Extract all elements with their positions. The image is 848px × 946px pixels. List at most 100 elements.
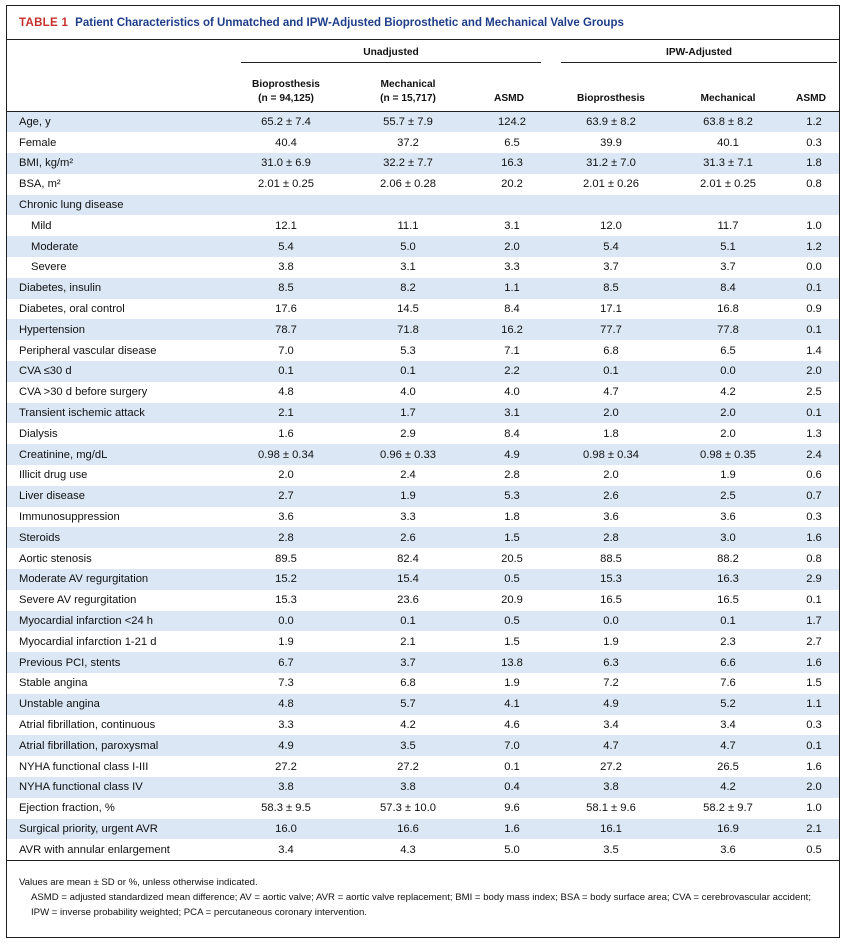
ipw-bio-value: 2.01 ± 0.26 xyxy=(583,178,639,191)
ipw-bio-value: 4.7 xyxy=(603,739,619,752)
unadj-bio-value: 3.4 xyxy=(225,839,347,861)
table-row: Moderate 5.4 5.0 2.0 5.4 5.1 1.2 xyxy=(7,236,839,258)
row-label: BSA, m² xyxy=(19,178,61,191)
col-header-ipw-asmd: ASMD xyxy=(783,66,839,112)
table-row: Stable angina 7.3 6.8 1.9 7.2 7.6 1.5 xyxy=(7,673,839,694)
row-label: Creatinine, mg/dL xyxy=(19,448,108,461)
unadj-bio-value: 78.7 xyxy=(275,323,297,336)
table-row: AVR with annular enlargement 3.4 4.3 5.0 3.5… xyxy=(7,839,839,861)
row-label: Moderate AV regurgitation xyxy=(19,573,149,586)
table-figure: TABLE 1 Patient Characteristics of Unmat… xyxy=(6,5,840,938)
ipw-bio-value: 16.5 xyxy=(600,594,622,607)
row-label: Illicit drug use xyxy=(19,469,88,482)
table-row: Mild 12.1 11.1 3.1 12.0 11.7 1.0 xyxy=(7,215,839,236)
unadj-asmd-value: 3.3 xyxy=(504,261,520,274)
unadj-mech-value: 4.2 xyxy=(400,719,416,731)
table-row: Ejection fraction, % 58.3 ± 9.5 57.3 ± 10.… xyxy=(7,798,839,819)
unadj-bio-value: 1.6 xyxy=(278,427,294,440)
unadj-mech-value: 32.2 ± 7.7 xyxy=(383,157,433,170)
ipw-asmd-value: 0.0 xyxy=(806,261,822,274)
ipw-bio-value: 88.5 xyxy=(600,552,622,565)
ipw-mech-value: 3.0 xyxy=(720,531,736,544)
unadj-bio-value: 58.3 ± 9.5 xyxy=(261,802,311,815)
unadj-bio-value: 7.0 xyxy=(278,344,294,357)
unadj-asmd-value: 8.4 xyxy=(504,303,520,316)
column-header-row: Bioprosthesis (n = 94,125) Mechanical (n… xyxy=(7,66,839,112)
ipw-mech-value: 2.0 xyxy=(720,407,736,420)
ipw-bio-value: 0.98 ± 0.34 xyxy=(583,448,639,461)
ipw-mech-value: 0.1 xyxy=(720,615,736,628)
table-row: Transient ischemic attack 2.1 1.7 3.1 2.0 2.0… xyxy=(7,402,839,424)
ipw-bio-value: 2.8 xyxy=(603,531,619,544)
unadj-mech-value: 3.1 xyxy=(400,261,416,274)
unadj-bio-value: 40.4 xyxy=(275,136,297,149)
ipw-mech-value: 2.01 ± 0.25 xyxy=(700,178,756,191)
unadj-asmd-value: 4.6 xyxy=(504,719,520,731)
unadj-bio-value: 15.3 xyxy=(275,594,297,607)
unadj-mech-value: 2.4 xyxy=(400,469,416,482)
unadj-mech-value: 5.3 xyxy=(400,344,416,357)
ipw-mech-value: 16.3 xyxy=(717,573,739,586)
unadj-asmd-value: 20.5 xyxy=(501,552,523,565)
ipw-asmd-value: 0.6 xyxy=(806,469,822,482)
row-label: Severe AV regurgitation xyxy=(19,594,137,607)
row-label: Age, y xyxy=(19,116,51,129)
ipw-asmd-value: 1.0 xyxy=(806,802,822,815)
unadj-bio-value: 3.3 xyxy=(278,719,294,731)
table-body: Age, y 65.2 ± 7.4 55.7 ± 7.9 124.2 63.9 ± 8.… xyxy=(7,111,839,861)
row-label: Dialysis xyxy=(19,427,58,440)
ipw-bio-value: 16.1 xyxy=(600,822,622,835)
unadj-mech-value: 5.7 xyxy=(400,698,416,711)
ipw-bio-value: 0.1 xyxy=(603,365,619,378)
ipw-bio-value: 15.3 xyxy=(600,573,622,586)
unadj-bio-value: 2.01 ± 0.25 xyxy=(258,178,314,191)
unadj-asmd-value: 4.0 xyxy=(504,386,520,399)
table-row: Peripheral vascular disease 7.0 5.3 7.1 6.8 6… xyxy=(7,340,839,361)
ipw-bio-value: 6.8 xyxy=(603,344,619,357)
unadj-asmd-value: 1.8 xyxy=(504,511,520,524)
ipw-bio-value: 0.0 xyxy=(603,615,619,628)
ipw-mech-value: 88.2 xyxy=(717,552,739,565)
unadj-asmd-value: 20.9 xyxy=(501,594,523,607)
group-header-row: Unadjusted IPW-Adjusted xyxy=(7,39,839,66)
unadj-mech-value: 3.8 xyxy=(400,781,416,794)
ipw-asmd-value: 2.5 xyxy=(806,386,822,399)
ipw-mech-value: 40.1 xyxy=(717,136,739,149)
unadj-bio-value: 2.0 xyxy=(278,469,294,482)
unadj-mech-value: 2.6 xyxy=(400,531,416,544)
unadj-asmd-value: 4.1 xyxy=(504,698,520,711)
table-row: Steroids 2.8 2.6 1.5 2.8 3.0 1.6 xyxy=(7,527,839,549)
table-row: Atrial fibrillation, paroxysmal 4.9 3.5 7.0… xyxy=(7,735,839,757)
ipw-mech-value: 5.1 xyxy=(720,240,736,253)
table-row: Immunosuppression 3.6 3.3 1.8 3.6 3.6 0.3 xyxy=(7,507,839,528)
ipw-bio-value xyxy=(549,195,673,216)
row-label: CVA ≤30 d xyxy=(19,365,72,378)
row-label: Liver disease xyxy=(19,490,85,503)
unadj-asmd-value: 1.6 xyxy=(504,822,520,835)
ipw-mech-value: 4.2 xyxy=(720,781,736,794)
ipw-mech-value: 58.2 ± 9.7 xyxy=(703,802,753,815)
unadj-asmd-value: 4.9 xyxy=(504,448,520,461)
ipw-bio-value: 17.1 xyxy=(600,303,622,316)
unadj-mech-value: 4.3 xyxy=(347,839,469,861)
group-header-ipw: IPW-Adjusted xyxy=(549,39,839,66)
ipw-mech-value: 6.6 xyxy=(720,656,736,669)
row-label: Severe xyxy=(31,261,67,274)
ipw-asmd-value: 0.7 xyxy=(806,490,822,503)
ipw-bio-value: 5.4 xyxy=(603,240,619,253)
table-row: Myocardial infarction 1-21 d 1.9 2.1 1.5 1.9… xyxy=(7,631,839,652)
unadj-mech-value: 27.2 xyxy=(397,760,419,773)
unadj-mech-value: 14.5 xyxy=(397,303,419,316)
row-label: Surgical priority, urgent AVR xyxy=(19,822,158,835)
unadj-asmd-value: 6.5 xyxy=(504,136,520,149)
col-header-unadj-asmd: ASMD xyxy=(469,66,549,112)
ipw-asmd-value: 1.0 xyxy=(806,219,822,232)
unadj-asmd-value: 124.2 xyxy=(498,116,526,129)
ipw-bio-value: 1.8 xyxy=(603,427,619,440)
unadj-mech-value: 1.9 xyxy=(400,490,416,503)
ipw-asmd-value: 0.8 xyxy=(806,552,822,565)
table-row: NYHA functional class IV 3.8 3.8 0.4 3.8 4.2 2… xyxy=(7,777,839,798)
unadj-bio-value: 15.2 xyxy=(275,573,297,586)
ipw-asmd-value: 1.3 xyxy=(806,427,822,440)
ipw-mech-value: 7.6 xyxy=(720,677,736,690)
